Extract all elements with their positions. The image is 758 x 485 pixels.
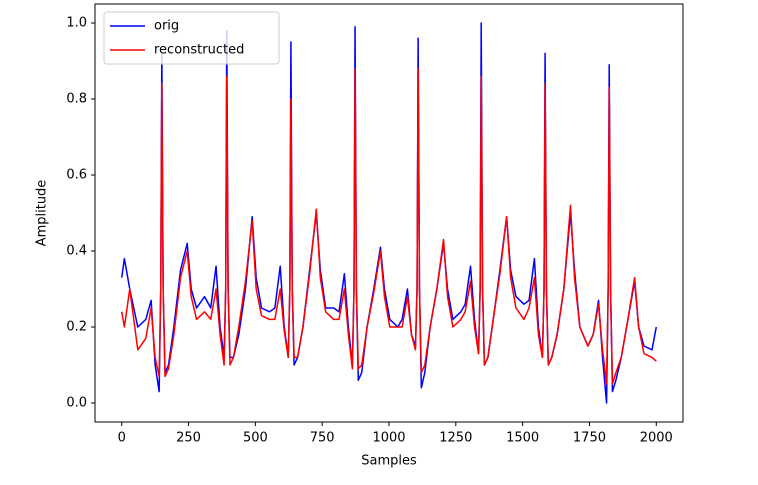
x-tick-label: 1000 xyxy=(372,431,405,446)
x-tick-label: 0 xyxy=(118,431,126,446)
line-series xyxy=(120,22,658,404)
line-series xyxy=(120,67,657,385)
x-tick-label: 750 xyxy=(310,431,335,446)
x-tick-label: 1250 xyxy=(439,431,472,446)
x-tick-label: 1500 xyxy=(506,431,539,446)
x-tick-label: 500 xyxy=(243,431,268,446)
x-tick-label: 2000 xyxy=(640,431,673,446)
y-tick-label: 0.2 xyxy=(66,320,87,335)
x-tick-label: 250 xyxy=(176,431,201,446)
legend-label: orig xyxy=(154,19,179,34)
legend-label: reconstructed xyxy=(154,43,244,58)
x-tick-label: 1750 xyxy=(573,431,606,446)
y-tick-label: 0.0 xyxy=(66,396,87,411)
y-tick-label: 0.6 xyxy=(66,168,87,183)
x-axis-label: Samples xyxy=(361,454,417,469)
axes-frame xyxy=(94,3,684,423)
y-axis-label: Amplitude xyxy=(35,180,50,247)
y-tick-label: 0.8 xyxy=(66,92,87,107)
legend-box xyxy=(103,11,280,65)
y-tick-label: 1.0 xyxy=(66,16,87,31)
y-tick-label: 0.4 xyxy=(66,244,87,259)
